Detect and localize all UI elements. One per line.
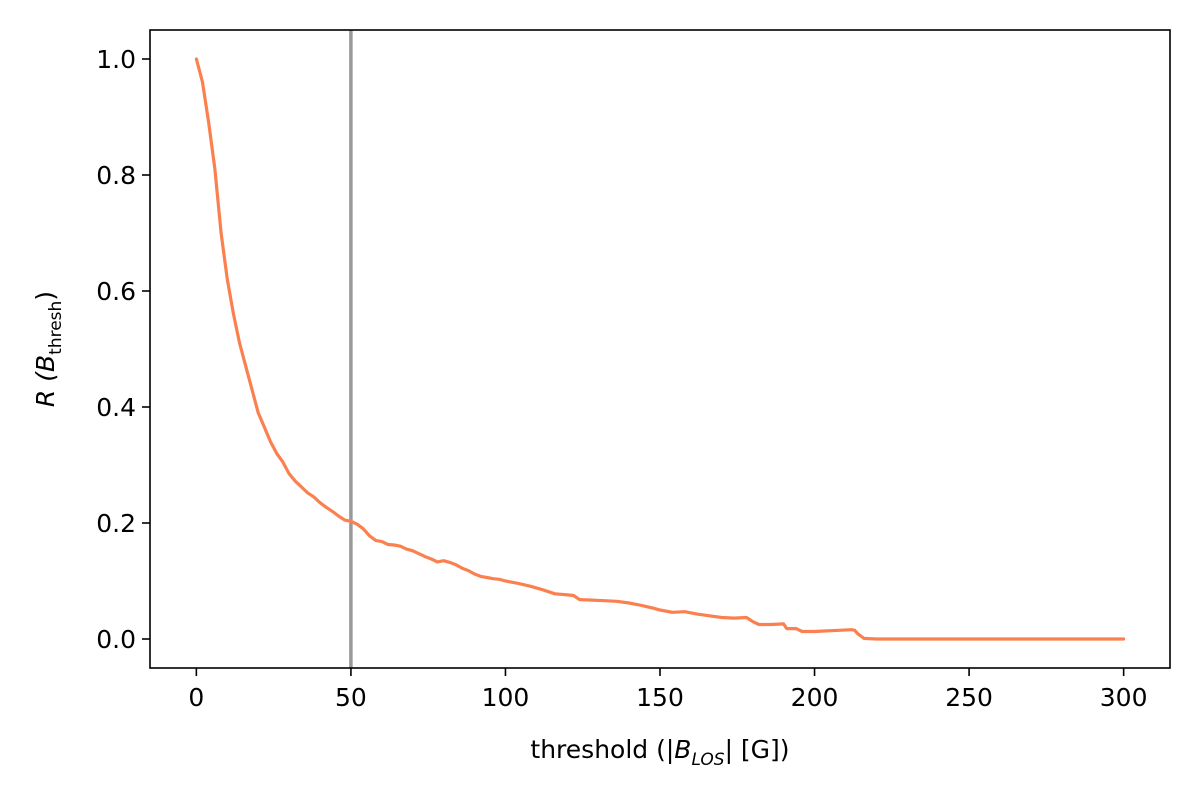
y-tick-label: 0.0 xyxy=(96,625,136,654)
x-axis-ticks: 0 50 100 150 200 250 300 xyxy=(188,668,1147,712)
x-tick-label: 150 xyxy=(636,683,684,712)
x-axis-label-symbol: B xyxy=(674,735,691,764)
x-axis-label-prefix: threshold (| xyxy=(530,735,674,764)
x-tick-label: 100 xyxy=(482,683,530,712)
y-tick-label: 0.8 xyxy=(96,161,136,190)
x-axis-label: threshold (|BLOS| [G]) xyxy=(530,735,789,770)
x-tick-label: 50 xyxy=(335,683,367,712)
y-tick-label: 1.0 xyxy=(96,45,136,74)
y-tick-label: 0.6 xyxy=(96,277,136,306)
x-axis-label-suffix: | [G]) xyxy=(725,735,790,764)
x-tick-label: 200 xyxy=(791,683,839,712)
y-axis-label-prefix: R ( xyxy=(31,371,60,407)
x-tick-label: 300 xyxy=(1100,683,1148,712)
series-line-0 xyxy=(194,57,1126,641)
x-tick-label: 0 xyxy=(188,683,204,712)
y-axis-label: R (Bthresh) xyxy=(31,291,66,407)
x-axis-label-subscript: LOS xyxy=(691,750,724,770)
y-tick-label: 0.2 xyxy=(96,509,136,538)
x-tick-label: 250 xyxy=(945,683,993,712)
plot-frame xyxy=(149,29,1171,669)
y-axis-ticks: 0.0 0.2 0.4 0.6 0.8 1.0 xyxy=(96,45,150,654)
y-axis-label-subscript: thresh xyxy=(46,301,66,355)
y-axis-label-suffix: ) xyxy=(31,291,60,301)
y-tick-label: 0.4 xyxy=(96,393,136,422)
plot-area xyxy=(194,30,1126,668)
y-axis-label-symbol: B xyxy=(31,355,60,372)
